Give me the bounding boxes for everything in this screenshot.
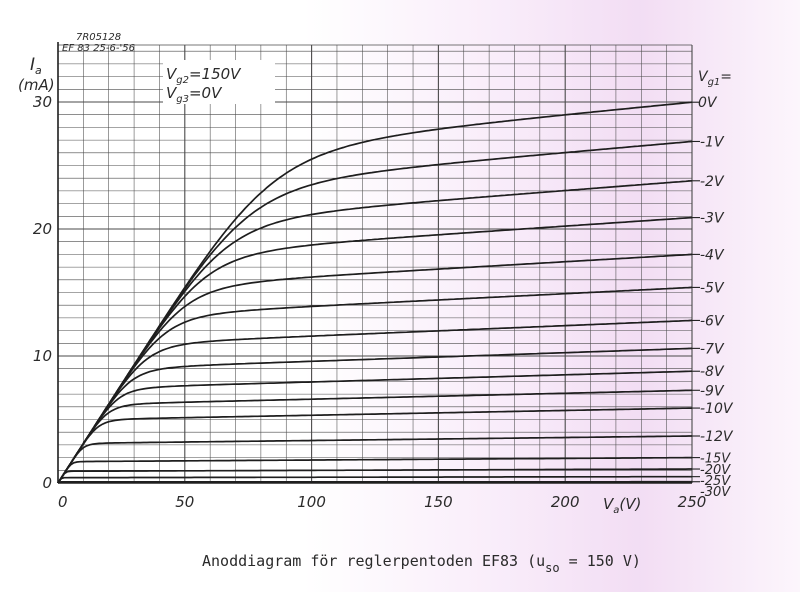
curve-vg1	[57, 286, 693, 484]
caption-text: Anoddiagram för reglerpentoden EF83 (u	[202, 552, 546, 570]
caption-tail: = 150 V)	[559, 552, 641, 570]
series-label: -7V	[700, 341, 725, 357]
grid	[57, 42, 693, 484]
condition-vg2: Vg2=150V	[166, 65, 242, 86]
curve-vg1	[57, 475, 692, 484]
curve-vg1	[57, 468, 692, 484]
condition-vg3: Vg3=0V	[166, 84, 223, 105]
condition-vg3-symbol: V	[166, 84, 178, 102]
condition-vg2-value: =150V	[189, 65, 242, 83]
series-label: -1V	[700, 134, 725, 150]
x-tick-label: 50	[175, 493, 194, 511]
curves	[57, 101, 693, 484]
curve-vg1	[57, 347, 693, 484]
series-label: -8V	[700, 364, 725, 380]
curve-vg1	[57, 480, 692, 484]
y-tick-label: 20	[33, 220, 52, 238]
series-label: -9V	[700, 383, 725, 399]
legend-title: Vg1=	[698, 69, 732, 88]
y-tick-label: 30	[33, 93, 52, 111]
series-label: -10V	[700, 401, 734, 417]
curve-vg1	[57, 407, 692, 484]
legend-title-eq: =	[720, 69, 732, 85]
x-tick-labels: 0 50 100 150 200 250	[58, 493, 706, 511]
y-axis-unit: (mA)	[18, 76, 55, 94]
legend-title-symbol: V	[698, 69, 709, 85]
x-tick-label: 250	[678, 493, 707, 511]
series-label: -2V	[700, 174, 725, 190]
curve-vg1	[57, 435, 692, 484]
condition-vg3-value: =0V	[189, 84, 223, 102]
y-tick-label: 0	[42, 474, 52, 492]
series-label: -20V	[700, 463, 731, 478]
series-label: -5V	[700, 280, 725, 296]
curve-vg1	[57, 319, 693, 484]
series-label: 0V	[698, 95, 718, 111]
x-tick-label: 150	[424, 493, 453, 511]
figure-caption: Anoddiagram för reglerpentoden EF83 (uso…	[202, 552, 641, 575]
curve-vg1	[57, 179, 693, 484]
stamp-line1: 7R05128	[76, 32, 121, 43]
curve-vg1	[57, 456, 692, 484]
conditions-box	[163, 60, 275, 104]
curve-vg1	[57, 140, 693, 484]
condition-vg3-sub: g3	[176, 94, 189, 105]
x-tick-label: 200	[551, 493, 580, 511]
x-tick-label: 100	[297, 493, 326, 511]
series-label: -12V	[700, 429, 734, 445]
curve-vg1	[57, 389, 693, 484]
series-label: -6V	[700, 313, 725, 329]
series-labels: 0V -1V -2V -3V -4V -5V -6V -7V -8V -9V -10V -12V -15…	[688, 95, 734, 500]
y-axis-label: Ia	[30, 55, 42, 77]
series-label: -3V	[700, 211, 725, 227]
series-label: -4V	[700, 247, 725, 263]
x-axis-sub: a	[613, 505, 619, 516]
x-axis-unit: (V)	[619, 495, 641, 513]
series-label: -30V	[700, 485, 731, 500]
stamp-line2: EF 83 25-6-'56	[62, 43, 135, 54]
legend-title-sub: g1	[708, 77, 721, 88]
condition-vg2-sub: g2	[176, 75, 189, 86]
curve-vg1	[57, 253, 693, 484]
caption-sub: so	[545, 561, 560, 575]
y-tick-label: 10	[33, 347, 52, 365]
series-label: -15V	[700, 452, 731, 467]
series-label: -25V	[700, 474, 731, 489]
y-tick-labels: 0 10 20 30	[33, 93, 52, 492]
condition-vg2-symbol: V	[166, 65, 178, 83]
x-axis-label: Va(V)	[603, 495, 641, 516]
curve-vg1	[57, 370, 693, 484]
y-axis-sub: a	[35, 64, 42, 77]
curve-vg1	[57, 216, 693, 484]
x-axis-symbol: V	[603, 495, 615, 513]
x-tick-label: 0	[58, 493, 68, 511]
y-axis-symbol: I	[30, 55, 35, 75]
